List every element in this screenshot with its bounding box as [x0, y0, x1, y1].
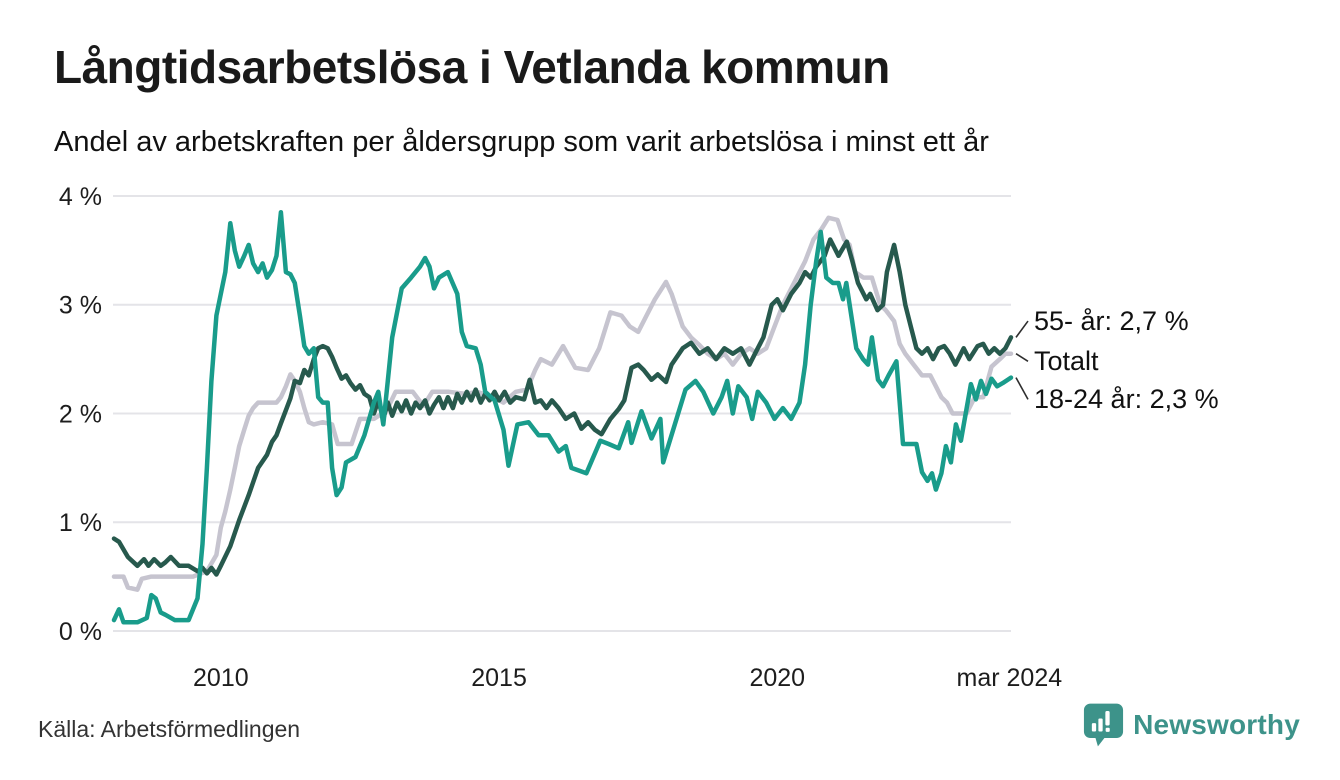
- annotation-connector: [1015, 320, 1029, 338]
- x-axis-tick-label: 2015: [471, 664, 527, 692]
- page-subtitle: Andel av arbetskraften per åldersgrupp s…: [54, 126, 989, 158]
- x-axis-tick-label: 2020: [749, 664, 805, 692]
- y-axis-tick-label: 2 %: [59, 400, 102, 428]
- page-title: Långtidsarbetslösa i Vetlanda kommun: [54, 41, 890, 93]
- brand-footer: Newsworthy: [1083, 702, 1300, 748]
- newsworthy-logo-icon: [1083, 703, 1124, 747]
- x-axis-tick-label: 2010: [193, 664, 249, 692]
- y-axis-tick-label: 3 %: [59, 292, 102, 320]
- y-axis-tick-label: 4 %: [59, 183, 102, 211]
- series-line-55-ar: [111, 237, 1014, 577]
- series-end-label-0: 55- år: 2,7 %: [1034, 306, 1189, 337]
- series-end-label-2: 18-24 år: 2,3 %: [1034, 384, 1219, 415]
- y-axis-tick-label: 0 %: [59, 618, 102, 646]
- series-line-totalt: [111, 215, 1014, 592]
- annotation-connector: [1015, 353, 1029, 362]
- brand-name: Newsworthy: [1133, 709, 1300, 740]
- y-axis-tick-label: 1 %: [59, 509, 102, 537]
- source-note: Källa: Arbetsförmedlingen: [38, 716, 301, 742]
- series-line-18-24-ar: [111, 210, 1014, 625]
- series-end-label-1: Totalt: [1034, 346, 1099, 377]
- x-axis-tick-label: mar 2024: [957, 664, 1063, 692]
- annotation-connector: [1015, 377, 1029, 400]
